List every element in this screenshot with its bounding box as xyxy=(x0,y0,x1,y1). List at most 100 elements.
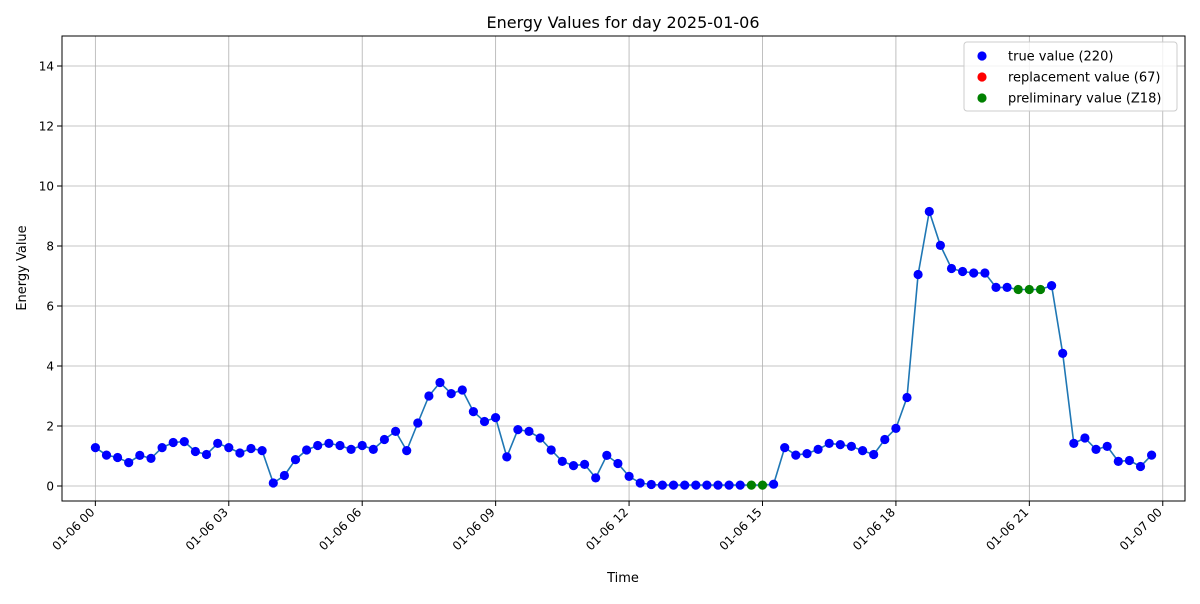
true-value-point xyxy=(1091,444,1101,454)
y-tick-label: 0 xyxy=(46,480,54,494)
preliminary-value-point xyxy=(757,480,768,490)
true-value-point xyxy=(980,268,990,278)
legend: true value (220) replacement value (67) pr… xyxy=(963,41,1178,112)
true-value-point xyxy=(557,456,567,466)
y-axis: 0 2 4 6 8 10 12 14 xyxy=(39,60,62,494)
true-value-point xyxy=(368,444,378,454)
true-value-point xyxy=(613,458,623,469)
true-value-point xyxy=(624,471,634,481)
x-tick-label: 01-06 12 xyxy=(583,505,631,553)
true-value-point xyxy=(157,443,167,453)
y-tick-label: 4 xyxy=(46,360,54,374)
true-value-point xyxy=(880,434,890,445)
true-value-point xyxy=(780,443,790,453)
true-value-point xyxy=(468,407,478,417)
true-value-point xyxy=(1069,438,1079,448)
true-value-point xyxy=(858,446,868,456)
grid-lines xyxy=(62,36,1185,501)
true-value-point xyxy=(535,433,545,443)
true-value-point xyxy=(824,438,834,448)
true-value-point xyxy=(391,426,401,436)
true-value-point xyxy=(190,446,200,457)
true-value-point xyxy=(946,263,957,274)
true-value-point xyxy=(90,443,100,453)
true-value-point xyxy=(724,480,734,490)
y-tick-label: 8 xyxy=(46,240,54,254)
true-value-point xyxy=(835,440,845,450)
energy-series-line xyxy=(94,211,1153,486)
true-value-point xyxy=(268,478,278,488)
series-line xyxy=(94,211,1153,486)
true-value-point xyxy=(113,452,123,463)
x-axis: 01-06 00 01-06 03 01-06 06 01-06 09 01-06 12… xyxy=(49,501,1165,553)
y-tick-label: 2 xyxy=(46,420,54,434)
legend-box xyxy=(963,41,1178,112)
true-value-point xyxy=(1102,441,1112,451)
true-value-point xyxy=(902,392,912,403)
data-points xyxy=(90,206,1157,490)
true-value-point xyxy=(591,473,601,483)
true-value-point xyxy=(813,444,823,454)
true-value-point xyxy=(446,389,456,399)
preliminary-value-point xyxy=(1024,284,1034,295)
true-value-point xyxy=(101,450,112,460)
true-value-point xyxy=(146,453,156,463)
true-value-point xyxy=(179,437,189,447)
true-value-point xyxy=(513,425,523,435)
true-value-point xyxy=(279,470,289,481)
true-value-point xyxy=(168,437,178,448)
legend-marker xyxy=(977,93,987,103)
legend-label: preliminary value (Z18) xyxy=(1008,92,1161,107)
x-tick-label: 01-06 21 xyxy=(983,505,1031,553)
true-value-point xyxy=(435,377,445,388)
true-value-point xyxy=(769,479,779,489)
y-tick-label: 10 xyxy=(39,180,54,194)
legend-label: true value (220) xyxy=(1008,50,1113,65)
true-value-point xyxy=(1080,433,1090,443)
plot-frame xyxy=(61,35,1186,502)
true-value-point xyxy=(124,458,134,468)
x-tick-label: 01-06 18 xyxy=(850,505,898,553)
true-value-point xyxy=(546,445,556,455)
true-value-point xyxy=(691,480,701,490)
true-value-point xyxy=(646,479,656,490)
true-value-point xyxy=(424,391,434,401)
y-axis-label: Energy Value xyxy=(15,225,30,310)
true-value-point xyxy=(346,444,356,454)
true-value-point xyxy=(702,480,712,490)
true-value-point xyxy=(201,449,212,460)
y-tick-label: 14 xyxy=(39,60,54,74)
true-value-point xyxy=(1058,348,1068,358)
true-value-point xyxy=(913,269,923,280)
true-value-point xyxy=(802,449,812,459)
y-tick-label: 6 xyxy=(46,300,54,314)
legend-marker xyxy=(977,51,987,61)
true-value-point xyxy=(357,440,367,451)
true-value-point xyxy=(602,450,612,460)
true-value-point xyxy=(1113,456,1123,466)
true-value-point xyxy=(502,452,512,462)
true-value-point xyxy=(335,440,345,451)
x-tick-label: 01-06 09 xyxy=(450,505,498,553)
true-value-point xyxy=(869,449,879,460)
true-value-point xyxy=(635,478,645,488)
preliminary-value-point xyxy=(1035,284,1046,295)
x-tick-label: 01-06 15 xyxy=(717,505,765,553)
true-value-point xyxy=(290,455,301,465)
true-value-point xyxy=(224,443,234,453)
true-value-point xyxy=(491,413,501,423)
true-value-point xyxy=(379,434,389,445)
true-value-point xyxy=(479,416,490,427)
true-value-point xyxy=(1002,282,1012,292)
true-value-point xyxy=(302,445,312,455)
preliminary-value-point xyxy=(746,480,757,490)
y-tick-label: 12 xyxy=(39,120,54,134)
chart-title: Energy Values for day 2025-01-06 xyxy=(486,13,759,32)
legend-label: replacement value (67) xyxy=(1008,71,1161,86)
true-value-point xyxy=(246,443,256,454)
true-value-point xyxy=(891,423,901,433)
true-value-point xyxy=(457,385,467,395)
x-tick-label: 01-06 06 xyxy=(316,505,364,553)
true-value-point xyxy=(713,480,723,490)
